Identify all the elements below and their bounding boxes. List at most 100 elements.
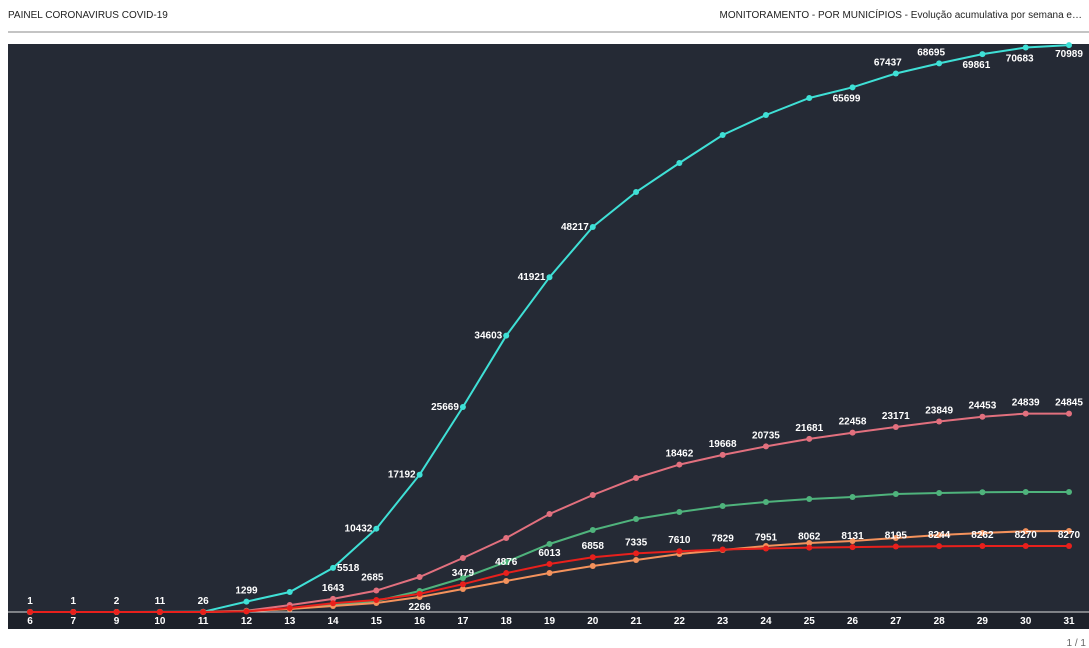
data-point bbox=[979, 413, 986, 420]
data-label: 23849 bbox=[925, 406, 953, 417]
data-point bbox=[892, 423, 899, 430]
data-point bbox=[589, 492, 596, 499]
x-tick-label: 27 bbox=[890, 616, 902, 627]
data-label: 3479 bbox=[452, 568, 475, 579]
data-point bbox=[633, 550, 640, 557]
data-label: 18462 bbox=[665, 449, 693, 460]
data-label: 17192 bbox=[388, 470, 416, 481]
data-point bbox=[1022, 528, 1029, 535]
data-label: 1 bbox=[27, 596, 33, 607]
x-tick-label: 20 bbox=[587, 616, 599, 627]
data-point bbox=[459, 574, 466, 581]
data-point bbox=[936, 490, 943, 497]
data-point bbox=[1066, 488, 1072, 495]
data-point bbox=[633, 474, 640, 481]
data-point bbox=[503, 570, 510, 577]
data-point bbox=[719, 132, 726, 139]
data-point bbox=[503, 559, 510, 566]
data-point bbox=[762, 545, 769, 552]
data-point bbox=[243, 598, 250, 605]
data-point bbox=[849, 494, 856, 501]
data-point bbox=[936, 60, 943, 67]
data-point bbox=[849, 538, 856, 545]
data-point bbox=[719, 451, 726, 458]
data-label: 70989 bbox=[1055, 49, 1083, 60]
data-label: 48217 bbox=[561, 222, 589, 233]
data-label: 8062 bbox=[798, 532, 821, 543]
header-left: PAINEL CORONAVIRUS COVID-19 bbox=[8, 10, 168, 21]
pager: 1 / 1 bbox=[1067, 638, 1087, 648]
data-point bbox=[979, 489, 986, 496]
plot-area bbox=[8, 44, 1089, 612]
data-point bbox=[936, 543, 943, 550]
data-label: 7951 bbox=[755, 533, 778, 544]
data-point bbox=[416, 471, 423, 478]
data-point bbox=[892, 70, 899, 77]
data-label: 1643 bbox=[322, 583, 345, 594]
data-point bbox=[806, 544, 813, 551]
data-point bbox=[459, 586, 466, 593]
data-point bbox=[546, 570, 553, 577]
x-tick-label: 25 bbox=[804, 616, 816, 627]
data-label: 20735 bbox=[752, 430, 780, 441]
data-label: 24453 bbox=[969, 401, 997, 412]
data-label: 7829 bbox=[712, 533, 735, 544]
data-label: 7610 bbox=[668, 535, 691, 546]
x-tick-label: 7 bbox=[71, 616, 77, 627]
data-point bbox=[633, 557, 640, 564]
data-label: 67437 bbox=[874, 57, 902, 68]
data-label: 19668 bbox=[709, 439, 737, 450]
data-point bbox=[330, 600, 337, 607]
data-point bbox=[762, 112, 769, 119]
data-label: 22458 bbox=[839, 417, 867, 428]
x-tick-label: 6 bbox=[27, 616, 33, 627]
x-tick-label: 16 bbox=[414, 616, 426, 627]
x-tick-label: 30 bbox=[1020, 616, 1032, 627]
data-point bbox=[849, 84, 856, 91]
data-point bbox=[416, 590, 423, 597]
x-tick-label: 26 bbox=[847, 616, 859, 627]
data-point bbox=[27, 609, 33, 615]
data-point bbox=[719, 546, 726, 553]
data-label: 7335 bbox=[625, 537, 648, 548]
data-label: 8131 bbox=[841, 531, 864, 542]
data-point bbox=[979, 51, 986, 58]
x-tick-label: 18 bbox=[501, 616, 513, 627]
data-label: 25669 bbox=[431, 402, 459, 413]
data-point bbox=[849, 429, 856, 436]
data-point bbox=[503, 578, 510, 585]
data-label: 2 bbox=[114, 596, 120, 607]
x-tick-label: 22 bbox=[674, 616, 686, 627]
data-label: 24845 bbox=[1055, 398, 1083, 409]
data-point bbox=[1066, 410, 1072, 417]
data-point bbox=[70, 609, 77, 615]
data-point bbox=[979, 543, 986, 550]
data-point bbox=[1022, 488, 1029, 495]
x-tick-label: 31 bbox=[1063, 616, 1075, 627]
data-point bbox=[286, 589, 293, 596]
data-point bbox=[286, 605, 293, 612]
data-label: 8244 bbox=[928, 530, 951, 541]
data-label: 2685 bbox=[361, 573, 384, 584]
data-point bbox=[1022, 44, 1029, 51]
data-label: 21681 bbox=[795, 423, 823, 434]
data-point bbox=[1066, 528, 1072, 535]
data-label: 2266 bbox=[409, 602, 432, 613]
data-point bbox=[589, 563, 596, 570]
x-tick-label: 10 bbox=[154, 616, 166, 627]
data-point bbox=[719, 503, 726, 510]
data-point bbox=[806, 495, 813, 502]
data-point bbox=[1022, 410, 1029, 417]
data-point bbox=[373, 587, 380, 594]
data-point bbox=[113, 609, 120, 615]
data-point bbox=[330, 564, 337, 571]
data-point bbox=[979, 530, 986, 537]
data-point bbox=[936, 418, 943, 425]
data-point bbox=[459, 404, 466, 411]
x-tick-label: 28 bbox=[934, 616, 946, 627]
x-tick-label: 11 bbox=[198, 616, 209, 627]
data-point bbox=[892, 490, 899, 497]
data-label: 23171 bbox=[882, 411, 910, 422]
data-point bbox=[503, 332, 510, 339]
data-point bbox=[762, 499, 769, 506]
